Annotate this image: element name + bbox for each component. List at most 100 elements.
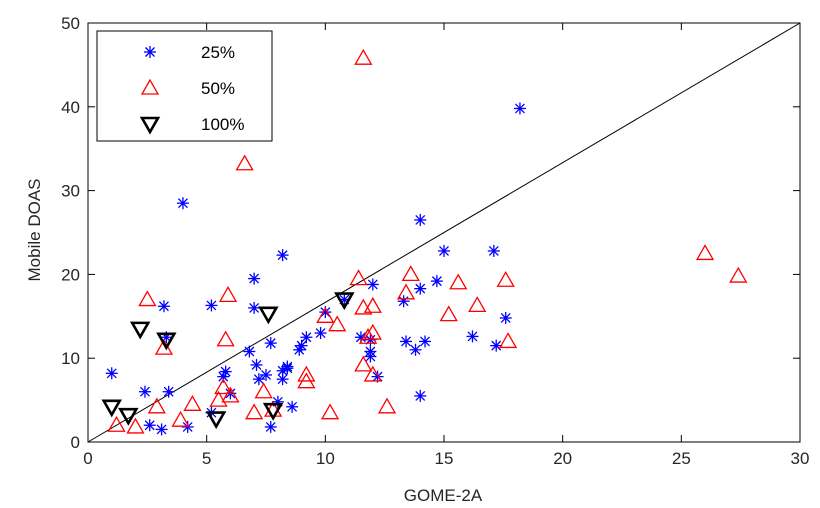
data-point-triangle-up-1 bbox=[126, 417, 145, 434]
legend-symbol-triangle-up bbox=[140, 78, 160, 95]
data-point-asterisk-7 bbox=[176, 197, 189, 210]
data-point-triangle-up-9 bbox=[216, 330, 235, 347]
data-point-triangle-up-5 bbox=[171, 410, 190, 427]
data-point-asterisk-19 bbox=[260, 368, 272, 381]
data-point-asterisk-3 bbox=[155, 423, 168, 436]
data-point-asterisk-23 bbox=[276, 249, 289, 262]
data-point-triangle-down-6 bbox=[262, 402, 284, 421]
data-point-asterisk-4 bbox=[157, 300, 170, 313]
data-point-triangle-up-38 bbox=[729, 266, 748, 283]
data-point-asterisk-49 bbox=[438, 244, 450, 257]
data-point-triangle-up-18 bbox=[316, 306, 335, 323]
data-point-asterisk-18 bbox=[252, 373, 265, 386]
x-tick-label: 30 bbox=[791, 449, 810, 468]
data-point-asterisk-9 bbox=[205, 299, 218, 312]
data-point-asterisk-15 bbox=[248, 272, 261, 285]
data-point-triangle-down-5 bbox=[258, 306, 279, 325]
data-point-asterisk-27 bbox=[281, 360, 294, 373]
data-point-triangle-down-1 bbox=[118, 407, 139, 426]
data-point-asterisk-39 bbox=[366, 278, 379, 291]
data-point-asterisk-31 bbox=[300, 331, 313, 344]
data-point-triangle-up-37 bbox=[695, 244, 715, 261]
data-point-triangle-up-24 bbox=[354, 355, 373, 372]
x-tick-label: 5 bbox=[202, 449, 211, 468]
legend-marker-25 bbox=[144, 46, 156, 58]
data-point-asterisk-46 bbox=[414, 389, 427, 402]
data-point-triangle-down-3 bbox=[156, 332, 177, 351]
data-point-triangle-up-7 bbox=[209, 390, 228, 407]
legend-marker-50 bbox=[140, 78, 160, 95]
data-point-triangle-up-22 bbox=[354, 48, 373, 65]
data-point-asterisk-20 bbox=[264, 337, 277, 350]
data-point-asterisk-16 bbox=[248, 301, 261, 314]
data-point-triangle-up-10 bbox=[218, 286, 238, 303]
data-point-asterisk-50 bbox=[466, 330, 479, 343]
data-point-triangle-up-25 bbox=[358, 327, 378, 344]
data-point-triangle-up-3 bbox=[147, 397, 166, 414]
legend-symbol-asterisk bbox=[144, 46, 156, 58]
data-points-layer bbox=[101, 48, 748, 436]
x-tick-label: 0 bbox=[83, 449, 92, 468]
x-tick-label: 20 bbox=[553, 449, 572, 468]
y-tick-label: 20 bbox=[61, 265, 80, 284]
data-point-triangle-up-19 bbox=[320, 403, 340, 420]
reference-line-layer bbox=[87, 22, 801, 443]
data-point-asterisk-43 bbox=[409, 343, 422, 356]
data-point-triangle-up-12 bbox=[235, 154, 254, 171]
data-point-asterisk-47 bbox=[419, 335, 432, 348]
data-point-triangle-up-8 bbox=[214, 378, 233, 395]
data-point-triangle-up-21 bbox=[349, 269, 368, 286]
data-point-triangle-up-35 bbox=[496, 270, 515, 287]
data-point-triangle-up-32 bbox=[439, 305, 458, 322]
legend-label-50: 50% bbox=[201, 79, 235, 98]
data-point-asterisk-28 bbox=[286, 400, 299, 413]
legend: 25% 50% 100% bbox=[96, 30, 273, 142]
x-tick-label: 10 bbox=[316, 449, 335, 468]
data-point-triangle-down-2 bbox=[129, 321, 151, 340]
data-point-triangle-up-0 bbox=[107, 415, 126, 432]
one-to-one-line bbox=[87, 22, 801, 443]
data-point-triangle-up-6 bbox=[183, 394, 202, 411]
data-point-triangle-up-34 bbox=[468, 296, 487, 313]
data-point-triangle-up-16 bbox=[297, 365, 316, 382]
data-point-triangle-up-26 bbox=[363, 323, 382, 340]
legend-box bbox=[96, 30, 273, 142]
data-point-triangle-up-28 bbox=[363, 365, 382, 382]
data-point-triangle-up-36 bbox=[498, 332, 518, 349]
legend-label-25: 25% bbox=[201, 43, 235, 62]
data-point-triangle-up-14 bbox=[254, 382, 273, 399]
data-point-asterisk-51 bbox=[487, 244, 500, 257]
data-point-triangle-up-20 bbox=[328, 315, 347, 332]
data-point-triangle-up-11 bbox=[221, 386, 240, 403]
y-tick-label: 0 bbox=[71, 433, 80, 452]
data-point-triangle-down-7 bbox=[334, 292, 355, 311]
data-point-triangle-up-33 bbox=[449, 273, 468, 290]
data-point-asterisk-38 bbox=[364, 350, 377, 363]
x-tick-label: 25 bbox=[672, 449, 691, 468]
y-tick-label: 40 bbox=[61, 98, 80, 117]
ticks-layer: 0 5 10 15 20 25 30 0 10 20 30 40 50 bbox=[61, 14, 809, 468]
y-tick-label: 30 bbox=[61, 182, 80, 201]
data-point-asterisk-21 bbox=[264, 420, 277, 433]
x-tick-label: 15 bbox=[435, 449, 454, 468]
data-point-asterisk-53 bbox=[499, 311, 512, 324]
y-tick-label: 10 bbox=[61, 349, 80, 368]
data-point-asterisk-0 bbox=[105, 367, 118, 380]
data-point-asterisk-30 bbox=[295, 339, 308, 352]
data-point-triangle-down-0 bbox=[101, 399, 122, 418]
data-point-asterisk-8 bbox=[181, 420, 194, 433]
data-point-triangle-up-27 bbox=[363, 296, 382, 313]
x-axis-label: GOME-2A bbox=[404, 486, 483, 505]
data-point-asterisk-12 bbox=[219, 365, 232, 378]
data-point-asterisk-42 bbox=[400, 335, 413, 348]
y-axis-label: Mobile DOAS bbox=[25, 179, 44, 282]
data-point-asterisk-33 bbox=[319, 306, 332, 319]
data-point-asterisk-54 bbox=[513, 102, 526, 115]
data-point-asterisk-1 bbox=[138, 385, 151, 398]
data-point-asterisk-14 bbox=[243, 345, 256, 358]
data-point-triangle-up-17 bbox=[297, 372, 316, 389]
y-tick-label: 50 bbox=[61, 14, 80, 33]
data-point-triangle-up-2 bbox=[138, 290, 157, 307]
data-point-triangle-up-31 bbox=[401, 265, 420, 282]
